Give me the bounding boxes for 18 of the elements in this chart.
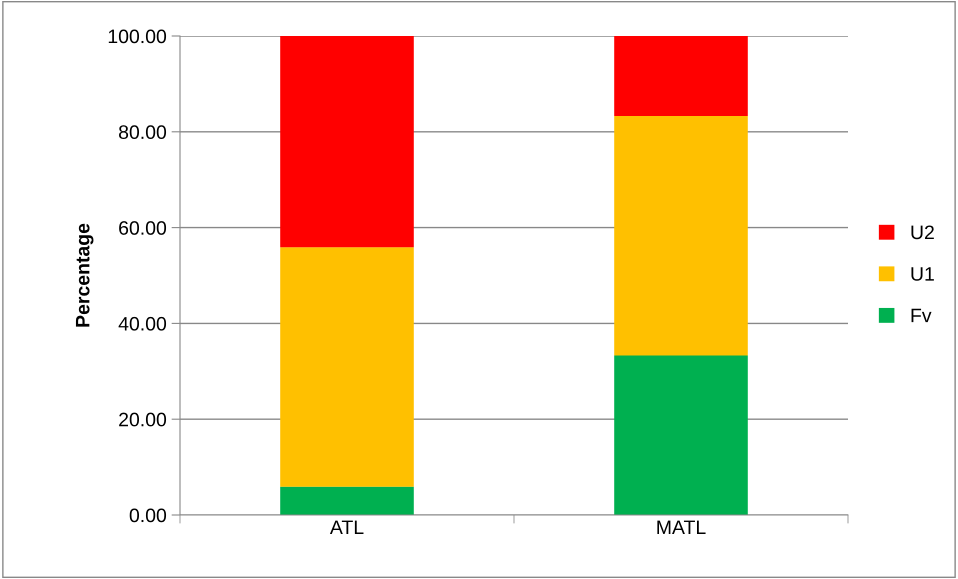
bar: [280, 36, 414, 248]
y-tick-label: 80.00: [118, 125, 166, 140]
x-tick-label: MATL: [657, 520, 706, 534]
y-tick-label: 100.00: [108, 29, 166, 44]
bar: [280, 247, 414, 487]
y-tick-label: 40.00: [118, 316, 166, 331]
y-axis-title: Percentage: [76, 224, 94, 327]
x-tick-label: ATL: [330, 520, 364, 534]
y-tick-label: 20.00: [119, 412, 166, 426]
legend-label: U2: [911, 225, 934, 240]
legend-label: Fv: [912, 308, 932, 322]
bar: [614, 116, 748, 356]
bar: [280, 486, 414, 515]
bar: [614, 355, 748, 515]
y-tick-label: 0.00: [130, 508, 166, 522]
bar: [614, 36, 748, 116]
y-tick-label: 60.00: [119, 221, 166, 235]
legend-label: U1: [911, 267, 934, 281]
